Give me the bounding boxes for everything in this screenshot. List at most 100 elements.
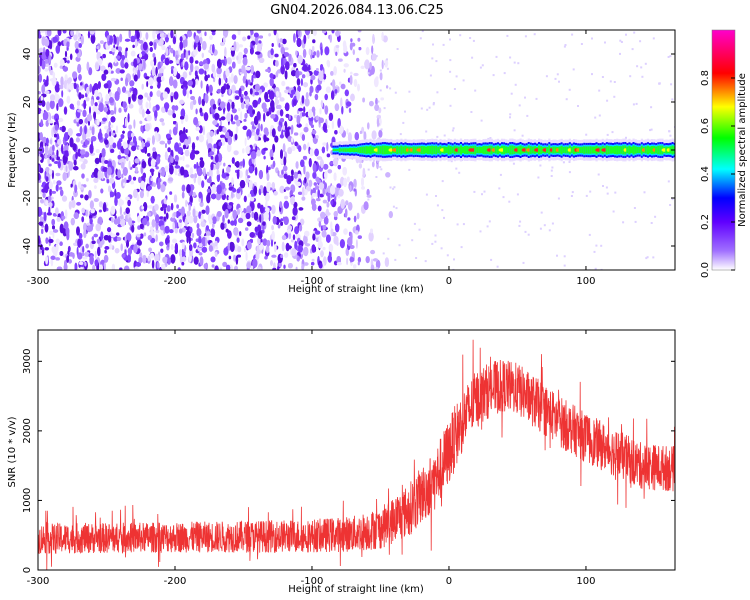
noise-blob (356, 57, 360, 62)
noise-blob (110, 132, 116, 136)
noise-blob (69, 53, 73, 61)
noise-blob (355, 239, 358, 249)
noise-blob (123, 211, 126, 215)
noise-blob (103, 262, 106, 270)
noise-blob (100, 239, 105, 245)
noise-blob (146, 190, 149, 198)
noise-blob (94, 185, 97, 189)
noise-blob (163, 207, 167, 215)
noise-blob (83, 99, 87, 110)
noise-blob (48, 238, 54, 244)
noise-blob (162, 256, 168, 264)
noise-blob (384, 59, 389, 68)
noise-blob (78, 86, 83, 91)
noise-blob (276, 110, 281, 116)
noise-blob (38, 206, 43, 217)
noise-blob (126, 239, 129, 248)
noise-blob (56, 156, 60, 161)
noise-blob (245, 66, 251, 71)
noise-blob (142, 41, 148, 51)
noise-speck (654, 215, 657, 218)
noise-blob (242, 75, 246, 84)
noise-blob (192, 208, 196, 217)
noise-blob (93, 233, 98, 238)
noise-blob (292, 234, 296, 241)
noise-blob (115, 68, 121, 74)
noise-blob (259, 185, 263, 190)
noise-blob (279, 185, 285, 194)
noise-blob (313, 182, 317, 186)
noise-blob (94, 259, 99, 267)
noise-blob (314, 230, 321, 235)
noise-blob (204, 74, 209, 82)
noise-blob (290, 239, 294, 243)
noise-blob (139, 120, 143, 124)
noise-blob (178, 208, 183, 213)
noise-speck (462, 79, 465, 82)
noise-blob (124, 117, 128, 128)
noise-blob (245, 104, 249, 109)
noise-blob (110, 233, 116, 238)
noise-blob (357, 37, 361, 42)
noise-blob (356, 212, 360, 220)
signal-core (431, 145, 434, 155)
noise-blob (246, 221, 252, 227)
noise-blob (58, 117, 64, 123)
noise-blob (247, 35, 251, 40)
noise-blob (118, 107, 122, 113)
noise-blob (287, 147, 293, 155)
noise-blob (93, 111, 96, 120)
noise-blob (167, 243, 170, 248)
noise-blob (238, 88, 242, 97)
noise-blob (174, 168, 178, 176)
noise-blob (120, 134, 125, 139)
noise-blob (44, 153, 48, 157)
noise-blob (38, 65, 41, 75)
noise-blob (375, 76, 379, 81)
noise-blob (234, 133, 238, 141)
noise-blob (49, 99, 55, 110)
noise-blob (119, 151, 122, 155)
noise-blob (264, 91, 269, 101)
noise-speck (402, 121, 405, 124)
noise-blob (200, 221, 206, 228)
noise-blob (223, 247, 229, 256)
noise-blob (303, 126, 309, 133)
noise-blob (53, 248, 58, 257)
noise-speck (510, 92, 513, 95)
noise-blob (282, 216, 286, 222)
noise-blob (333, 235, 339, 245)
noise-blob (53, 229, 59, 233)
noise-blob (44, 68, 49, 72)
noise-blob (312, 171, 317, 179)
noise-speck (635, 102, 638, 105)
noise-blob (72, 143, 77, 151)
noise-blob (151, 259, 155, 269)
noise-blob (136, 248, 141, 254)
noise-blob (167, 139, 171, 145)
noise-blob (165, 47, 169, 57)
noise-blob (235, 255, 239, 265)
noise-blob (127, 253, 131, 263)
noise-blob (76, 83, 79, 93)
noise-blob (100, 231, 104, 241)
noise-blob (209, 151, 215, 156)
noise-blob (298, 145, 302, 153)
noise-blob (328, 243, 334, 253)
noise-blob (198, 96, 202, 106)
noise-blob (123, 182, 126, 187)
noise-blob (132, 176, 137, 181)
noise-blob (116, 236, 122, 241)
noise-blob (94, 62, 100, 71)
noise-blob (242, 148, 245, 154)
noise-blob (145, 32, 149, 40)
noise-blob (180, 116, 185, 120)
noise-blob (213, 77, 216, 83)
noise-speck (425, 193, 428, 196)
noise-blob (275, 71, 279, 78)
noise-blob (52, 36, 58, 43)
noise-blob (312, 192, 316, 197)
noise-blob (282, 143, 286, 153)
noise-blob (88, 189, 92, 199)
noise-speck (489, 137, 492, 139)
